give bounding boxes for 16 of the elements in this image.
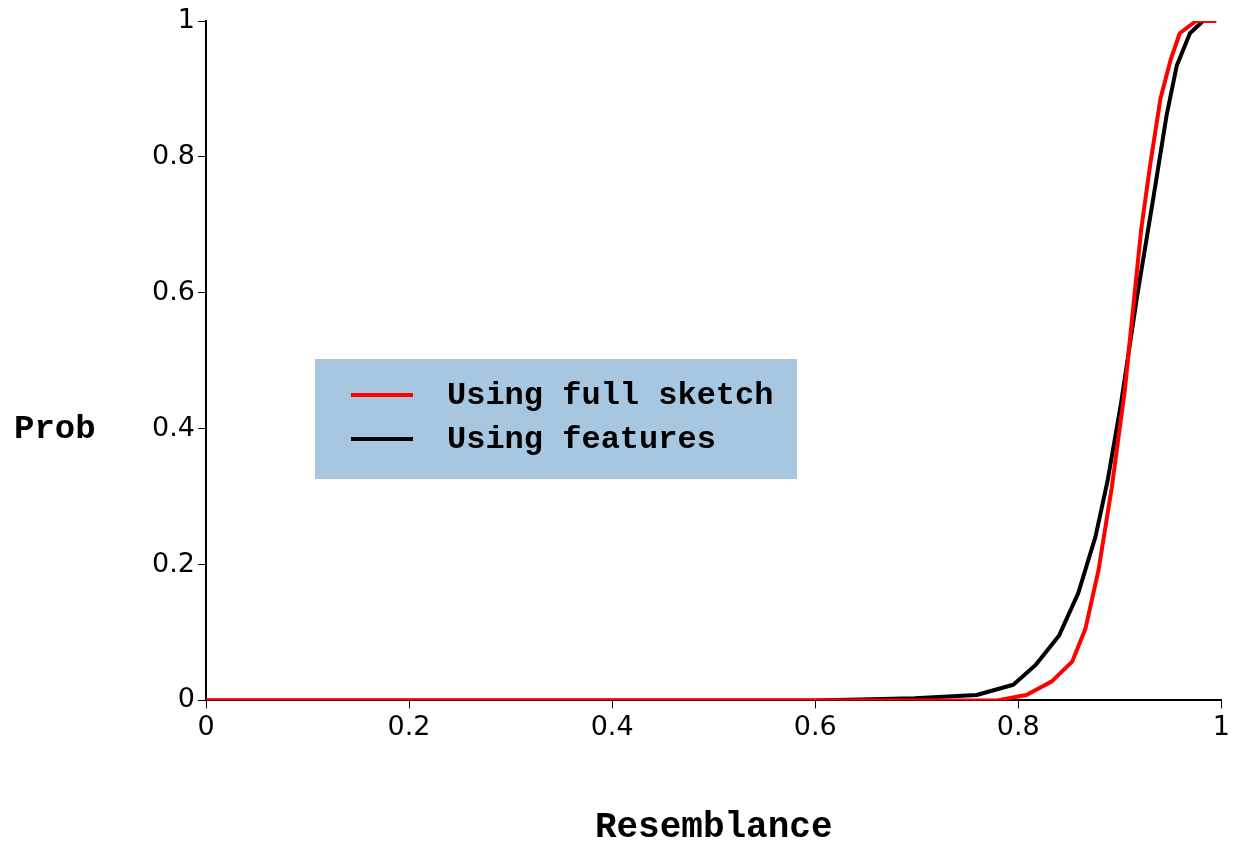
x-axis-title: Resemblance — [594, 807, 833, 849]
y-tick-label: 0 — [177, 682, 195, 714]
x-tick-label: 1 — [1212, 709, 1230, 741]
x-tick-label: 0.6 — [793, 709, 837, 741]
x-tick-label: 0.4 — [590, 709, 634, 741]
y-axis-title: Prob — [14, 410, 96, 448]
x-tick-label: 0.2 — [387, 709, 431, 741]
y-tick-label: 0.8 — [152, 138, 195, 170]
y-tick-label: 1 — [177, 3, 195, 35]
x-tick-label: 0.8 — [996, 709, 1040, 741]
x-tick-label: 0 — [197, 709, 215, 741]
legend-label: Using features — [447, 420, 716, 458]
y-tick-label: 0.2 — [152, 546, 195, 578]
legend-label: Using full sketch — [447, 376, 774, 414]
y-tick-label: 0.6 — [152, 274, 195, 306]
y-tick-label: 0.4 — [152, 410, 195, 442]
